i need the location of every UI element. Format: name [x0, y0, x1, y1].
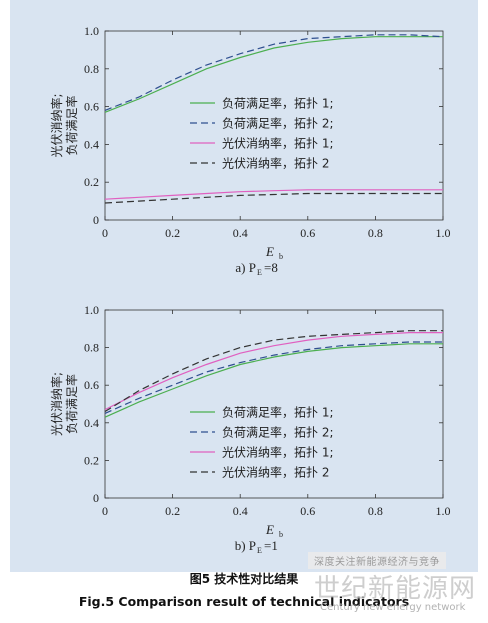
x-tick-label: 0	[102, 226, 108, 240]
series-line-2	[104, 34, 444, 111]
y-axis-label: 光伏消纳率; 负荷满足率	[49, 93, 79, 157]
y-tick-label: 1.0	[84, 303, 99, 317]
legend-label-4: 光伏消纳率，拓扑 2	[222, 156, 329, 171]
y-axis-label-line1: 光伏消纳率;	[49, 372, 64, 436]
x-axis-label-subscript: b	[279, 530, 283, 539]
y-axis-label: 光伏消纳率; 负荷满足率	[49, 372, 79, 436]
panel-label: a) P	[235, 260, 256, 275]
x-tick-label: 1.0	[436, 504, 451, 518]
y-tick-label: 0.4	[84, 137, 99, 151]
x-tick-label: 0.4	[233, 504, 248, 518]
x-tick-label: 0.8	[368, 504, 383, 518]
series-line-1	[104, 36, 443, 113]
legend-label-1: 负荷满足率，拓扑 1;	[222, 405, 334, 420]
x-tick-label: 1.0	[436, 226, 451, 240]
series-line-3	[104, 189, 443, 200]
x-axis-label-subscript: b	[279, 252, 283, 261]
x-axis-label: E	[265, 522, 274, 537]
legend-label-3: 光伏消纳率，拓扑 1;	[222, 136, 334, 151]
y-axis-label-line2: 负荷满足率	[64, 374, 79, 434]
x-tick-label: 0.8	[368, 226, 383, 240]
legend-label-1: 负荷满足率，拓扑 1;	[222, 96, 334, 111]
x-axis-label: E	[265, 244, 274, 259]
figure-svg: 0 0.2 0.4 0.6 0.8 1.0 0 0.2 0.4 0.6 0.8 1.0 负荷满足率，拓扑…	[49, 24, 451, 555]
legend-label-4: 光伏消纳率，拓扑 2	[222, 465, 329, 480]
legend-label-2: 负荷满足率，拓扑 2;	[222, 116, 334, 131]
figure-panel: 0 0.2 0.4 0.6 0.8 1.0 0 0.2 0.4 0.6 0.8 1.0 负荷满足率，拓扑…	[10, 0, 478, 572]
x-tick-label: 0	[102, 504, 108, 518]
y-tick-label: 0.6	[84, 378, 99, 392]
y-tick-label: 0.4	[84, 416, 99, 430]
panel-label: b) P	[235, 538, 256, 553]
figure-caption-english: Fig.5 Comparison result of technical ind…	[78, 594, 410, 609]
series-line-4	[104, 192, 443, 204]
y-tick-label: 0.6	[84, 100, 99, 114]
legend-label-3: 光伏消纳率，拓扑 1;	[222, 445, 334, 460]
series-line-2	[104, 341, 443, 414]
y-tick-label: 0.2	[84, 175, 99, 189]
series-line-4	[104, 330, 443, 413]
x-tick-label: 0.2	[165, 504, 180, 518]
x-tick-label: 0.6	[300, 226, 315, 240]
panel-label-value: =1	[264, 538, 278, 553]
y-tick-label: 1.0	[84, 24, 99, 38]
y-axis-label-line2: 负荷满足率	[64, 95, 79, 155]
legend-label-2: 负荷满足率，拓扑 2;	[222, 425, 334, 440]
panel-label-subscript: E	[257, 268, 262, 277]
y-axis-label-line1: 光伏消纳率;	[49, 93, 64, 157]
chart-panel-b: 0 0.2 0.4 0.6 0.8 1.0 0 0.2 0.4 0.6 0.8 1.0 负荷满足率，拓扑…	[49, 303, 451, 555]
series-line-3	[104, 332, 443, 411]
y-tick-label: 0.8	[84, 341, 99, 355]
y-tick-label: 0.8	[84, 62, 99, 76]
figure-caption-chinese: 图5 技术性对比结果	[189, 572, 299, 586]
x-tick-label: 0.4	[233, 226, 248, 240]
x-tick-label: 0.6	[300, 504, 315, 518]
x-tick-label: 0.2	[165, 226, 180, 240]
y-tick-label: 0	[93, 213, 99, 227]
panel-label-subscript: E	[257, 546, 262, 555]
plot-frame	[104, 309, 444, 499]
y-tick-label: 0.2	[84, 453, 99, 467]
plot-frame	[104, 30, 444, 221]
series-line-1	[104, 343, 443, 418]
y-tick-label: 0	[93, 491, 99, 505]
panel-label-value: =8	[264, 260, 278, 275]
chart-panel-a: 0 0.2 0.4 0.6 0.8 1.0 0 0.2 0.4 0.6 0.8 1.0 负荷满足率，拓扑…	[49, 24, 451, 277]
